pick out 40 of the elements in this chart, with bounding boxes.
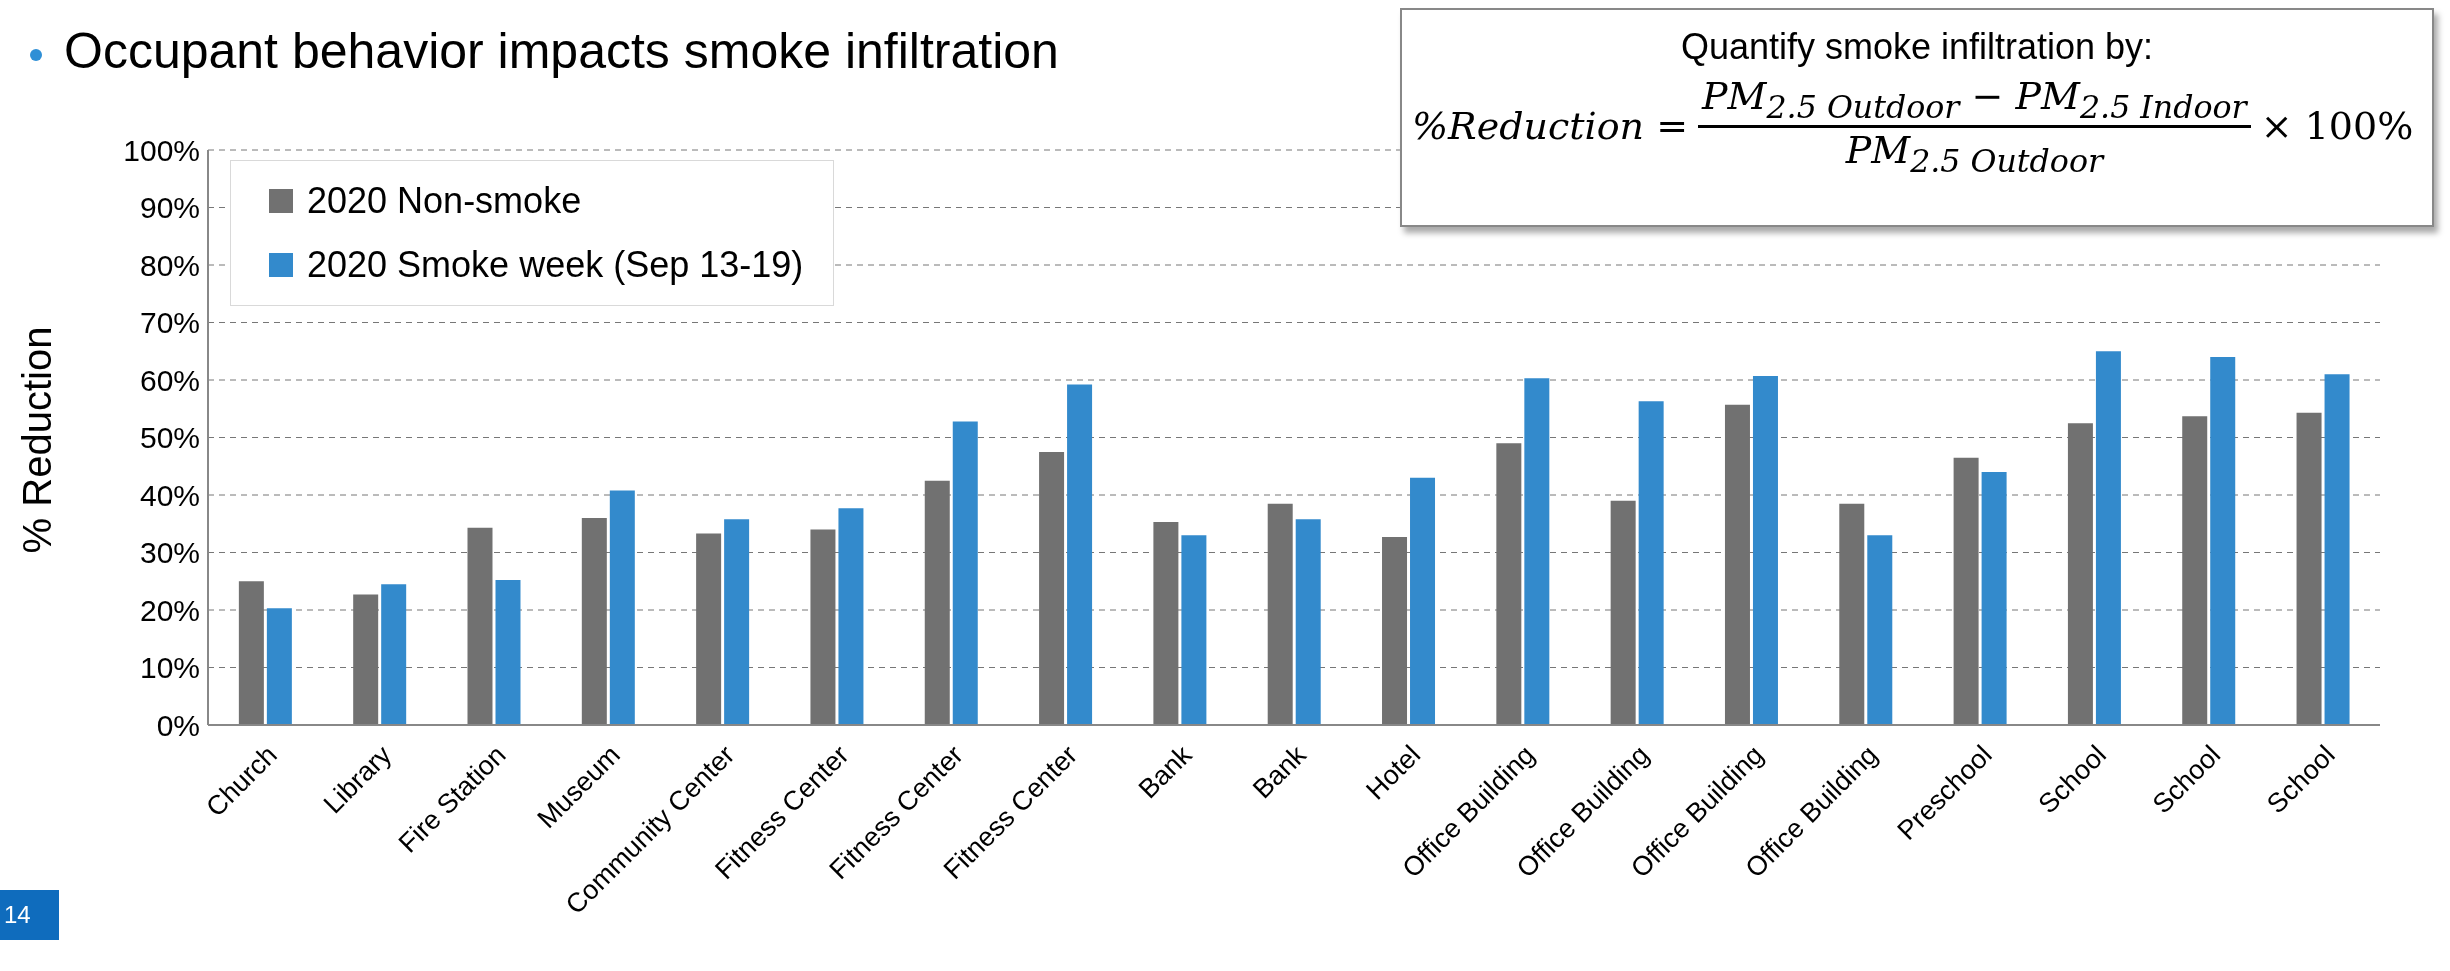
bar xyxy=(2210,357,2236,725)
text: %Reduction = xyxy=(1412,104,1688,149)
y-tick-label: 40% xyxy=(139,478,200,512)
bar xyxy=(1867,535,1893,725)
y-tick-label: 0% xyxy=(156,708,200,742)
y-tick-label: 100% xyxy=(123,133,200,167)
y-tick-label: 80% xyxy=(139,248,200,282)
bar xyxy=(1524,378,1550,725)
y-tick-label: 20% xyxy=(139,593,200,627)
y-tick-label: 90% xyxy=(139,191,200,225)
bar xyxy=(266,608,292,725)
bar xyxy=(838,508,864,725)
bar xyxy=(2324,374,2350,725)
bar xyxy=(1067,384,1093,725)
text: 14 xyxy=(0,890,59,940)
bar xyxy=(381,584,407,725)
y-tick-label: 60% xyxy=(139,363,200,397)
y-tick-label: 70% xyxy=(139,306,200,340)
bar xyxy=(952,421,978,725)
bar xyxy=(1181,535,1207,725)
bar xyxy=(1410,477,1436,725)
y-tick-label: 10% xyxy=(139,651,200,685)
text: PM$_{2.5 Outdoor}$ − PM$_{2.5 Indoor}$ xyxy=(1701,74,2247,125)
legend-label: 2020 Smoke week (Sep 13-19) xyxy=(307,244,804,286)
legend-label: 2020 Non-smoke xyxy=(307,180,582,222)
bar xyxy=(2095,351,2121,725)
bar xyxy=(609,490,635,725)
bar xyxy=(495,580,521,725)
bar xyxy=(1752,375,1778,725)
text: Quantify smoke infiltration by: xyxy=(1679,26,2155,68)
text: × 100% xyxy=(2260,104,2414,149)
bar xyxy=(1295,519,1321,725)
annotation: PM$_{2.5 Outdoor}$ xyxy=(1845,127,2104,179)
bar xyxy=(724,519,750,725)
y-axis-title: % Reduction xyxy=(15,326,60,554)
bar xyxy=(1981,472,2007,725)
y-tick-label: 30% xyxy=(139,536,200,570)
y-tick-label: 50% xyxy=(139,421,200,455)
chart-title: Occupant behavior impacts smoke infiltration xyxy=(63,22,1059,80)
bar xyxy=(1638,401,1664,725)
